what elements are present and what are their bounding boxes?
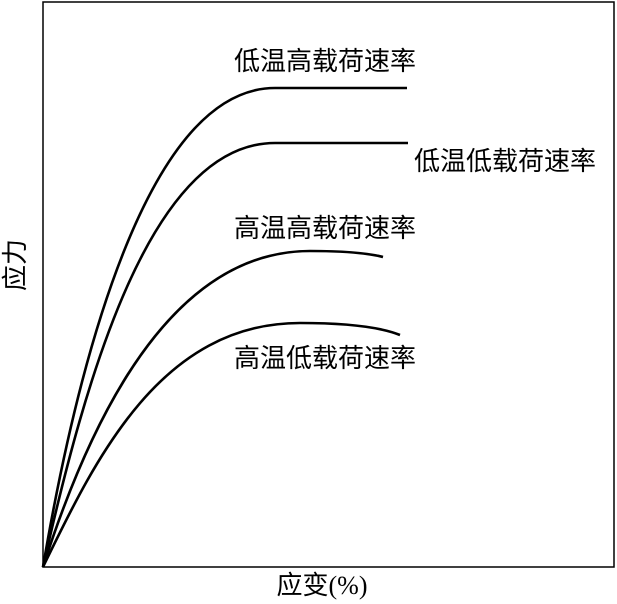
plot-frame xyxy=(42,1,615,568)
x-axis-label: 应变(%) xyxy=(277,571,368,600)
curve xyxy=(41,321,401,568)
curve-label: 低温低载荷速率 xyxy=(414,147,596,176)
curve-label: 低温高载荷速率 xyxy=(234,47,416,76)
curve xyxy=(41,141,408,568)
y-axis-label: 应力 xyxy=(1,239,30,291)
curve-label: 高温低载荷速率 xyxy=(234,344,416,373)
curve xyxy=(41,249,384,568)
curve-label: 高温高载荷速率 xyxy=(234,214,416,243)
curve xyxy=(41,86,407,568)
